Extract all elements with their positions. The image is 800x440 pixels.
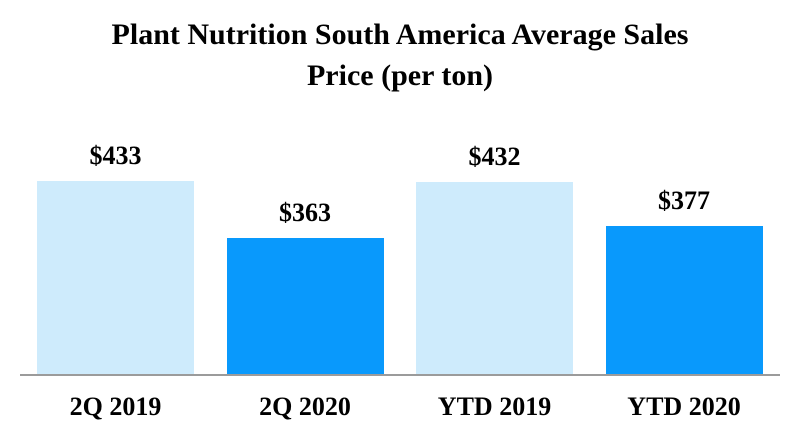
axis-label-ytd-2020: YTD 2020	[627, 392, 741, 421]
bar-2q-2020	[226, 238, 384, 374]
value-label-ytd-2019: $432	[468, 142, 521, 171]
chart-title-line2: Price (per ton)	[306, 59, 494, 92]
bar-ytd-2019	[416, 182, 573, 374]
chart-title-line1: Plant Nutrition South America Average Sa…	[111, 18, 689, 51]
value-label-2q-2019: $433	[89, 141, 142, 170]
bar-ytd-2020	[605, 226, 763, 374]
axis-label-2q-2020: 2Q 2020	[259, 392, 351, 421]
value-label-2q-2020: $363	[279, 198, 331, 227]
value-label-ytd-2020: $377	[658, 186, 710, 215]
chart-title: Plant Nutrition South America Average Sa…	[0, 14, 800, 96]
x-axis-line	[20, 374, 780, 376]
axis-label-2q-2019: 2Q 2019	[69, 392, 162, 421]
axis-label-ytd-2019: YTD 2019	[437, 392, 552, 421]
bar-2q-2019	[37, 181, 194, 374]
